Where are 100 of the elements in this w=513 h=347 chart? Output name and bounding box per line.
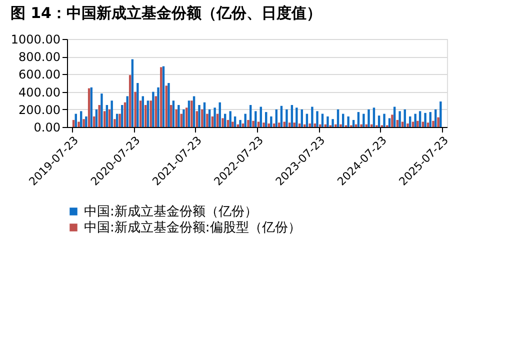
bar: [429, 112, 432, 127]
bar: [192, 96, 196, 127]
bar: [80, 111, 82, 127]
bar: [131, 59, 134, 127]
bar: [134, 92, 136, 127]
bar: [142, 96, 144, 127]
bar: [162, 66, 165, 127]
bar: [432, 120, 434, 127]
bar: [418, 111, 422, 127]
y-tick-label: 600.00: [18, 68, 60, 82]
bar: [222, 118, 224, 127]
bar: [214, 108, 216, 127]
y-tick-label: 200.00: [18, 102, 60, 117]
bar: [342, 114, 344, 127]
bar: [393, 106, 396, 127]
bar: [93, 116, 96, 127]
bar: [198, 105, 200, 127]
bar: [150, 100, 152, 127]
bar: [426, 122, 430, 127]
bar: [416, 120, 419, 127]
bar: [206, 114, 208, 127]
bar: [78, 122, 80, 127]
bar: [409, 116, 412, 127]
bar: [242, 123, 244, 127]
bar: [160, 67, 162, 127]
bar: [422, 122, 424, 127]
legend-label: 中国:新成立基金份额:偏股型（亿份）: [84, 220, 301, 236]
bar: [406, 123, 409, 127]
bar: [378, 116, 380, 127]
bar: [252, 120, 254, 127]
bar: [298, 123, 301, 127]
bar: [110, 100, 113, 127]
bar: [260, 106, 262, 127]
bar: [286, 109, 288, 127]
bar: [283, 122, 286, 127]
bar: [157, 87, 160, 127]
bar: [103, 111, 106, 127]
bar: [203, 102, 206, 127]
bar: [316, 111, 318, 127]
bar: [211, 116, 214, 127]
bar: [182, 109, 185, 127]
bar: [201, 109, 204, 127]
y-tick-label: 0.00: [34, 120, 60, 134]
bar: [257, 122, 260, 127]
bar: [401, 122, 404, 127]
bar: [434, 109, 437, 127]
bar: [244, 114, 246, 127]
bar: [82, 119, 85, 127]
chart-title: 图 14：中国新成立基金份额（亿份、日度值）: [10, 4, 322, 22]
bar: [178, 105, 180, 127]
bar: [168, 83, 170, 127]
bar: [247, 120, 250, 127]
bar: [170, 105, 172, 127]
bar: [232, 122, 234, 127]
bar: [275, 109, 278, 127]
bar: [311, 106, 314, 127]
legend-label: 中国:新成立基金份额（亿份）: [84, 204, 258, 220]
bar: [90, 87, 93, 127]
bar: [98, 105, 100, 127]
bar: [357, 112, 360, 127]
bar: [437, 117, 440, 127]
bar: [326, 116, 329, 127]
bar: [188, 100, 190, 127]
bar: [398, 111, 401, 127]
bar: [293, 122, 296, 127]
bar: [224, 114, 226, 127]
bar: [116, 114, 118, 127]
bar: [391, 114, 394, 127]
bar: [218, 102, 221, 127]
bar: [262, 122, 265, 127]
bar: [352, 120, 355, 127]
bar: [128, 75, 132, 127]
y-tick-label: 800.00: [18, 50, 60, 64]
bar: [334, 124, 337, 127]
bar: [314, 123, 316, 127]
bar: [440, 101, 442, 127]
bar: [165, 86, 168, 127]
bar: [154, 96, 157, 127]
bar: [288, 122, 291, 127]
bar: [88, 88, 90, 127]
bar: [347, 116, 350, 127]
bar: [254, 111, 257, 127]
bar: [139, 100, 142, 127]
bar: [180, 114, 182, 127]
bar: [308, 123, 311, 127]
bar: [146, 100, 150, 127]
bar: [72, 120, 75, 127]
bar: [270, 116, 272, 127]
bar: [229, 111, 232, 127]
bar: [404, 109, 406, 127]
bar: [208, 109, 211, 127]
bar: [226, 120, 230, 127]
bar: [388, 118, 391, 127]
bar: [95, 109, 98, 127]
bar: [124, 102, 126, 127]
bar: [108, 109, 111, 127]
bar: [186, 108, 188, 127]
bar: [172, 100, 175, 127]
bar: [136, 83, 139, 127]
bar: [296, 108, 298, 127]
